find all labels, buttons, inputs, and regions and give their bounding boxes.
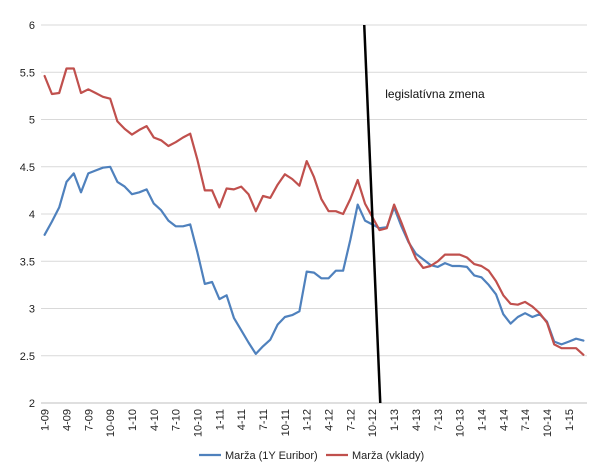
series-lines <box>43 67 585 356</box>
y-tick-label: 6 <box>29 20 35 32</box>
x-tick-label: 4-11 <box>236 409 248 430</box>
x-tick-label: 7-13 <box>433 409 445 431</box>
y-tick-label: 5.5 <box>20 67 35 79</box>
x-axis-ticks: 1-09 4-09 7-09 10-09 1-10 4-10 7-10 10-10 1-11 4-… <box>40 409 576 437</box>
annotation: legislatívna zmena <box>362 24 485 404</box>
y-tick-label: 4 <box>29 209 35 221</box>
x-tick-label: 4-13 <box>411 409 423 431</box>
x-tick-label: 7-09 <box>83 409 95 431</box>
x-tick-label: 1-11 <box>214 409 226 430</box>
legend-label-1: Marža (vklady) <box>352 450 424 462</box>
y-tick-label: 4.5 <box>20 162 35 174</box>
legend: Marža (1Y Euribor) Marža (vklady) <box>199 450 424 462</box>
annotation-label: legislatívna zmena <box>385 87 485 101</box>
x-tick-label: 4-09 <box>61 409 73 431</box>
x-tick-label: 10-10 <box>193 409 205 437</box>
x-tick-label: 7-10 <box>171 409 183 431</box>
annotation-line <box>362 24 382 404</box>
x-tick-label: 1-10 <box>127 409 139 431</box>
x-tick-label: 1-14 <box>476 409 488 431</box>
series-line-0 <box>43 165 585 355</box>
x-tick-label: 10-14 <box>542 409 554 437</box>
x-tick-label: 4-12 <box>324 409 336 431</box>
legend-label-0: Marža (1Y Euribor) <box>225 450 318 462</box>
x-tick-label: 7-11 <box>258 409 270 430</box>
x-tick-label: 10-11 <box>280 409 292 436</box>
y-tick-label: 2 <box>29 398 35 410</box>
x-tick-label: 1-12 <box>302 409 314 431</box>
x-tick-label: 4-14 <box>498 409 510 431</box>
gridlines <box>41 24 587 404</box>
x-tick-label: 1-13 <box>389 409 401 431</box>
x-tick-label: 7-14 <box>520 409 532 431</box>
x-tick-label: 4-10 <box>149 409 161 431</box>
x-tick-label: 10-13 <box>455 409 467 437</box>
y-tick-label: 3.5 <box>20 256 35 268</box>
y-tick-label: 5 <box>29 115 35 127</box>
x-tick-label: 7-12 <box>345 409 357 431</box>
x-tick-label: 1-15 <box>564 409 576 431</box>
x-tick-label: 1-09 <box>40 409 52 431</box>
x-tick-label: 10-09 <box>105 409 117 437</box>
series-line-1 <box>43 67 585 356</box>
y-tick-label: 3 <box>29 304 35 316</box>
x-tick-label: 10-12 <box>367 409 379 437</box>
y-axis-ticks: 2 2.5 3 3.5 4 4.5 5 5.5 6 <box>20 20 35 410</box>
y-tick-label: 2.5 <box>20 351 35 363</box>
